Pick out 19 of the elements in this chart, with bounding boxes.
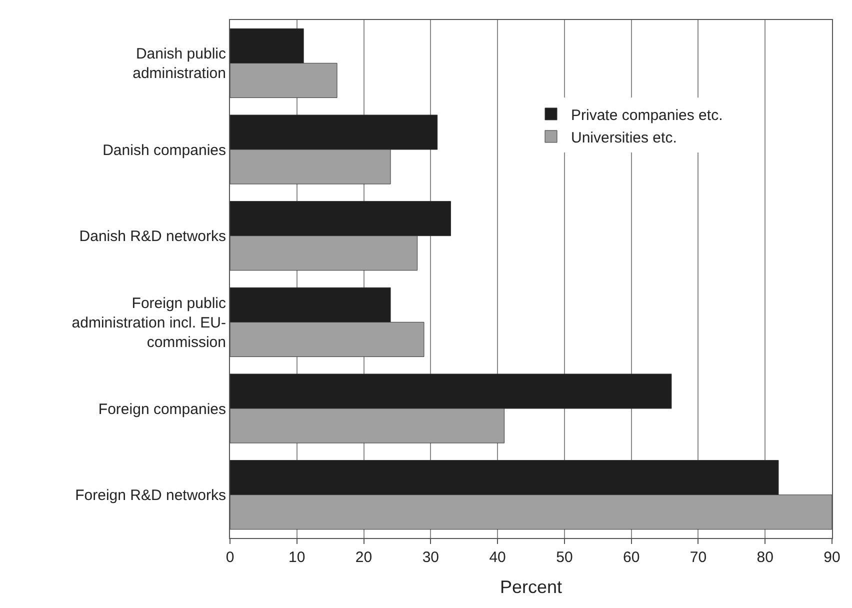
x-tick-label: 20 (355, 549, 372, 566)
x-axis-title: Percent (500, 577, 562, 598)
y-tick-label: Danish R&D networks (79, 228, 226, 246)
y-tick-label: Foreign companies (98, 400, 226, 418)
x-tick-label: 50 (556, 549, 573, 566)
x-tick-label: 0 (226, 549, 234, 566)
y-tick-label: Foreign R&D networks (75, 487, 226, 504)
y-tick-label: Danish public administration (132, 46, 226, 82)
x-tick-label: 60 (622, 549, 640, 566)
x-tick-label: 40 (489, 549, 506, 566)
x-tick-label: 70 (690, 549, 707, 566)
legend-label: Private companies etc. (571, 106, 723, 124)
x-tick-label: 10 (288, 549, 306, 566)
x-tick-label: 90 (824, 549, 840, 566)
legend-label: Universities etc. (571, 129, 677, 146)
x-tick-label: 30 (422, 549, 440, 566)
y-tick-label: Foreign public administration incl. EU-commission (72, 294, 226, 351)
x-tick-label: 80 (756, 549, 774, 566)
y-tick-label: Danish companies (102, 142, 226, 159)
